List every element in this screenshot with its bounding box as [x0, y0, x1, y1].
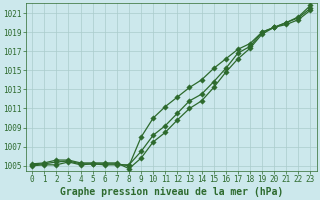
X-axis label: Graphe pression niveau de la mer (hPa): Graphe pression niveau de la mer (hPa) — [60, 186, 283, 197]
